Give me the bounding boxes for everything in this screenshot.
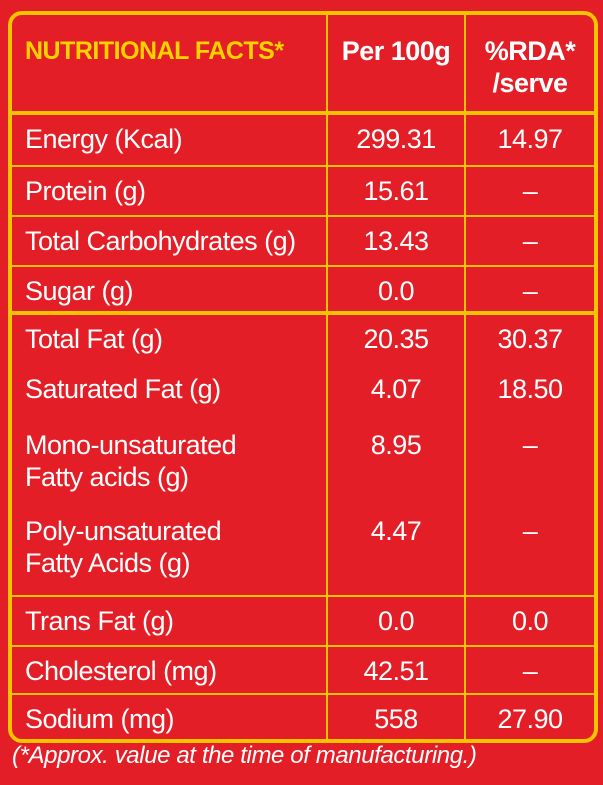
rda-header: %RDA* /serve <box>464 15 594 111</box>
row-label-line1: Mono-unsaturated <box>25 430 237 460</box>
row-per100: 558 <box>326 695 464 739</box>
row-rda: – <box>464 267 594 311</box>
row-label: Cholesterol (mg) <box>25 656 217 686</box>
row-rda: 18.50 <box>464 365 594 421</box>
table-row: Trans Fat (g) 0.0 0.0 <box>12 597 594 645</box>
row-per100: 8.95 <box>326 421 464 507</box>
row-rda: 14.97 <box>464 115 594 165</box>
footnote: (*Approx. value at the time of manufactu… <box>12 742 477 769</box>
table-row: Protein (g) 15.61 – <box>12 167 594 215</box>
rda-header-line1: %RDA* <box>484 36 576 66</box>
per-100g-header: Per 100g <box>326 15 464 111</box>
row-per100: 13.43 <box>326 217 464 265</box>
row-label-line2: Fatty Acids (g) <box>25 548 191 578</box>
row-rda: – <box>464 507 594 595</box>
table-row: Total Fat (g) 20.35 30.37 <box>12 315 594 365</box>
row-divider <box>12 265 594 267</box>
row-label-line1: Poly-unsaturated <box>25 516 222 546</box>
row-label: Energy (Kcal) <box>25 124 183 154</box>
table-header: NUTRITIONAL FACTS* Per 100g %RDA* /serve <box>12 15 594 111</box>
row-per100: 299.31 <box>326 115 464 165</box>
row-divider <box>12 693 594 695</box>
row-per100: 15.61 <box>326 167 464 215</box>
row-label-multiline: Poly-unsaturated Fatty Acids (g) <box>12 507 326 595</box>
row-per100: 42.51 <box>326 647 464 693</box>
row-per100: 4.07 <box>326 365 464 421</box>
table-row: Energy (Kcal) 299.31 14.97 <box>12 115 594 165</box>
row-label: Saturated Fat (g) <box>25 374 221 404</box>
table-row: Sodium (mg) 558 27.90 <box>12 695 594 739</box>
row-divider <box>12 215 594 217</box>
row-label: Trans Fat (g) <box>25 606 174 636</box>
row-label: Sodium (mg) <box>25 704 175 734</box>
table-row: Saturated Fat (g) 4.07 18.50 <box>12 365 594 421</box>
row-per100: 20.35 <box>326 315 464 365</box>
table-row: Mono-unsaturated Fatty acids (g) 8.95 – <box>12 421 594 507</box>
row-divider <box>12 595 594 597</box>
rda-header-line2: /serve <box>492 68 568 98</box>
row-divider <box>12 645 594 647</box>
table-row: Poly-unsaturated Fatty Acids (g) 4.47 – <box>12 507 594 595</box>
row-label-multiline: Mono-unsaturated Fatty acids (g) <box>12 421 326 507</box>
header-divider <box>12 111 594 115</box>
row-rda: – <box>464 647 594 693</box>
row-label-line2: Fatty acids (g) <box>25 462 189 492</box>
row-divider <box>12 165 594 167</box>
row-label: Total Fat (g) <box>25 324 163 354</box>
row-per100: 0.0 <box>326 597 464 645</box>
row-label: Sugar (g) <box>25 276 134 306</box>
row-rda: – <box>464 217 594 265</box>
nutrition-table: NUTRITIONAL FACTS* Per 100g %RDA* /serve… <box>8 11 598 743</box>
row-rda: – <box>464 421 594 507</box>
row-rda: 30.37 <box>464 315 594 365</box>
row-rda: – <box>464 167 594 215</box>
section-divider <box>12 311 594 315</box>
row-label: Protein (g) <box>25 176 146 206</box>
row-rda: 0.0 <box>464 597 594 645</box>
table-row: Total Carbohydrates (g) 13.43 – <box>12 217 594 265</box>
table-row: Cholesterol (mg) 42.51 – <box>12 647 594 693</box>
table-title: NUTRITIONAL FACTS* <box>25 37 284 65</box>
row-label: Total Carbohydrates (g) <box>25 226 296 256</box>
row-per100: 4.47 <box>326 507 464 595</box>
table-row: Sugar (g) 0.0 – <box>12 267 594 311</box>
row-rda: 27.90 <box>464 695 594 739</box>
row-per100: 0.0 <box>326 267 464 311</box>
